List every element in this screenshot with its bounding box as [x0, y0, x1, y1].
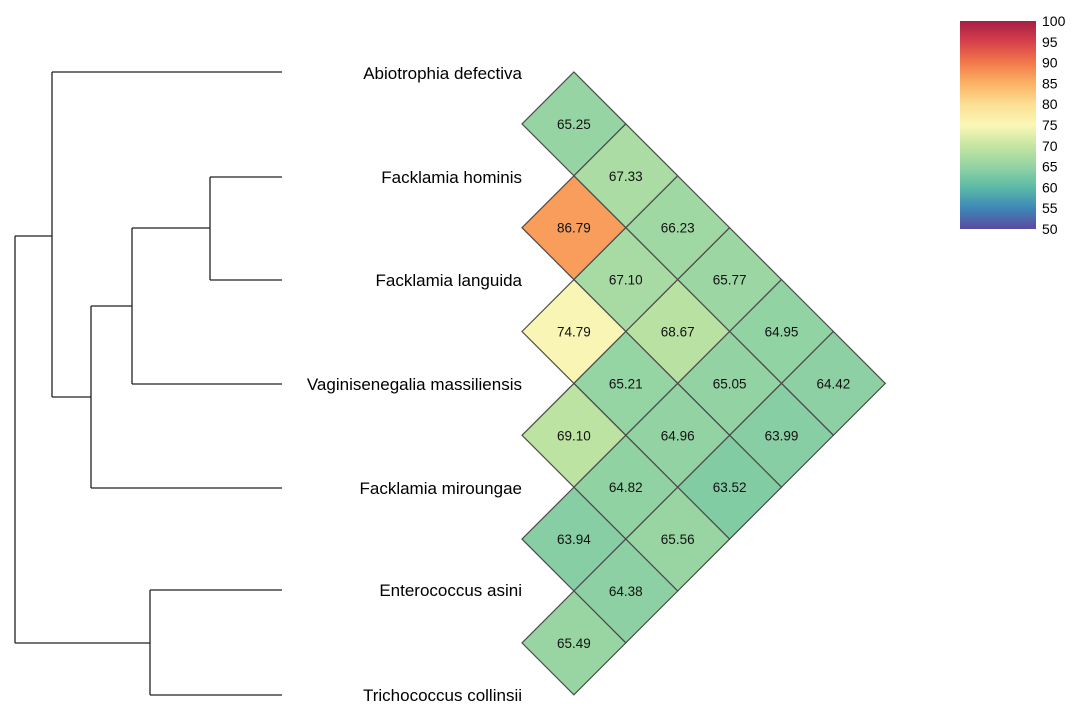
- heatmap-cell-label: 64.96: [661, 428, 695, 443]
- taxon-label: Facklamia hominis: [381, 168, 522, 187]
- heatmap-cell-label: 65.77: [713, 273, 747, 288]
- color-legend-tick-label: 80: [1042, 96, 1058, 112]
- color-legend-tick-label: 100: [1042, 13, 1066, 29]
- heatmap-cell-label: 63.94: [557, 532, 591, 547]
- heatmap-cell-label: 67.10: [609, 273, 643, 288]
- heatmap-cell-label: 64.95: [765, 325, 799, 340]
- taxon-label: Facklamia languida: [376, 271, 523, 290]
- taxon-label: Trichococcus collinsii: [363, 686, 522, 702]
- color-bar: [960, 21, 1036, 229]
- heatmap-cell-label: 65.56: [661, 532, 695, 547]
- color-legend-tick-label: 75: [1042, 117, 1058, 133]
- heatmap-cell-label: 63.52: [713, 480, 747, 495]
- color-legend-tick-label: 60: [1042, 179, 1058, 195]
- color-legend-tick-label: 85: [1042, 75, 1058, 91]
- color-legend-tick-label: 50: [1042, 221, 1058, 237]
- color-legend-tick-label: 90: [1042, 55, 1058, 71]
- heatmap-cell-label: 63.99: [765, 428, 799, 443]
- dendrogram: [14, 71, 282, 696]
- heatmap-cell-label: 67.33: [609, 169, 643, 184]
- taxon-labels: Abiotrophia defectiva Facklamia hominis …: [307, 64, 523, 705]
- heatmap-cell-label: 65.05: [713, 376, 747, 391]
- color-legend-tick-label: 55: [1042, 200, 1058, 216]
- heatmap-cells: 65.25 67.33 66.23 65.77 64.95 64.42 86.79 67.10…: [521, 71, 887, 696]
- taxon-label: Facklamia miroungae: [359, 479, 522, 498]
- heatmap-cell-label: 64.42: [817, 376, 851, 391]
- taxon-label: Abiotrophia defectiva: [363, 64, 522, 83]
- heatmap-cell-label: 66.23: [661, 221, 695, 236]
- heatmap-cell-label: 64.38: [609, 584, 643, 599]
- taxon-label: Enterococcus asini: [379, 581, 522, 600]
- color-legend-tick-label: 70: [1042, 138, 1058, 154]
- heatmap-cell: [521, 590, 627, 696]
- taxon-label: Vaginisenegalia massiliensis: [307, 375, 522, 394]
- heatmap-cell-label: 65.21: [609, 376, 643, 391]
- color-legend-ticks: 100 95 90 85 80 75 70 65 60 55 50: [1042, 13, 1066, 237]
- heatmap-cell-label: 65.25: [557, 117, 591, 132]
- heatmap-cell-label: 86.79: [557, 221, 591, 236]
- heatmap-cell-label: 64.82: [609, 480, 643, 495]
- color-legend: 100 95 90 85 80 75 70 65 60 55 50: [960, 13, 1066, 237]
- color-legend-tick-label: 65: [1042, 159, 1058, 175]
- heatmap-cell-label: 74.79: [557, 325, 591, 340]
- heatmap-cell-label: 68.67: [661, 325, 695, 340]
- heatmap-cell-label: 65.49: [557, 636, 591, 651]
- color-legend-tick-label: 95: [1042, 34, 1058, 50]
- heatmap-cell-label: 69.10: [557, 428, 591, 443]
